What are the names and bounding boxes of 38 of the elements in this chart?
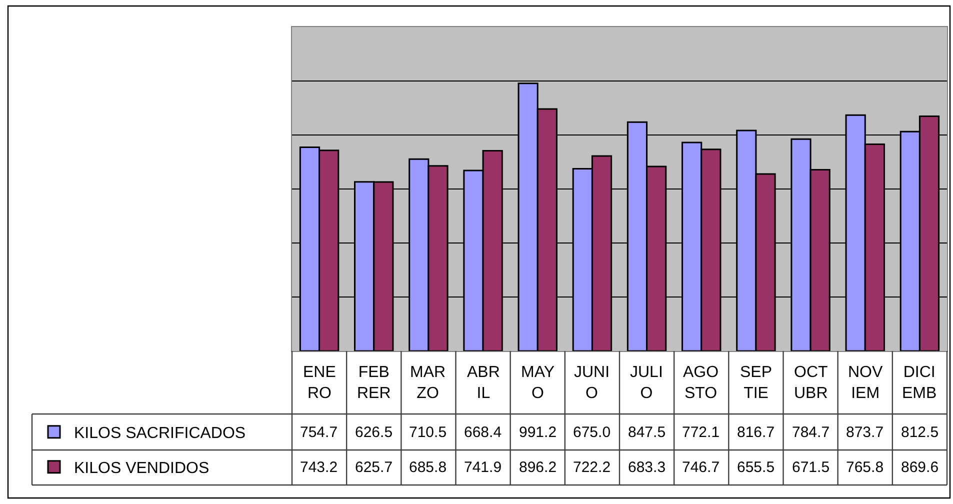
x-tick-label: NOV IEM bbox=[848, 364, 883, 402]
x-tick-label: AGO STO bbox=[683, 364, 719, 402]
x-tick-label: MAR ZO bbox=[410, 364, 446, 402]
x-tick-label: JULI O bbox=[630, 364, 663, 402]
data-label: 710.5 bbox=[409, 424, 447, 441]
data-label: 765.8 bbox=[846, 459, 884, 476]
data-label: 847.5 bbox=[628, 424, 666, 441]
data-label: 743.2 bbox=[300, 459, 338, 476]
x-tick-label: OCT UBR bbox=[794, 364, 828, 402]
legend-label: KILOS VENDIDOS bbox=[74, 460, 210, 478]
x-tick-label: ENE RO bbox=[303, 364, 336, 402]
x-tick-label: JUNI O bbox=[574, 364, 610, 402]
data-label: 668.4 bbox=[464, 424, 502, 441]
data-label: 741.9 bbox=[464, 459, 502, 476]
x-tick-label: FEB RER bbox=[357, 364, 391, 402]
x-tick-label: SEP TIE bbox=[740, 364, 772, 402]
data-label: 671.5 bbox=[792, 459, 830, 476]
data-label: 626.5 bbox=[355, 424, 393, 441]
x-tick-label: MAY O bbox=[521, 364, 555, 402]
x-tick-label: DICI EMB bbox=[902, 364, 937, 402]
data-label: 685.8 bbox=[409, 459, 447, 476]
data-label: 675.0 bbox=[573, 424, 611, 441]
data-label: 869.6 bbox=[901, 459, 939, 476]
legend-label: KILOS SACRIFICADOS bbox=[74, 425, 246, 442]
data-label: 812.5 bbox=[901, 424, 939, 441]
data-label: 655.5 bbox=[737, 459, 775, 476]
data-label: 784.7 bbox=[792, 424, 830, 441]
data-label: 816.7 bbox=[737, 424, 775, 441]
data-label: 683.3 bbox=[628, 459, 666, 476]
x-tick-label: ABR IL bbox=[467, 364, 500, 402]
data-label: 625.7 bbox=[355, 459, 393, 476]
data-label: 722.2 bbox=[573, 459, 611, 476]
data-label: 754.7 bbox=[300, 424, 338, 441]
data-label: 896.2 bbox=[519, 459, 557, 476]
data-label: 772.1 bbox=[682, 424, 720, 441]
data-label: 991.2 bbox=[519, 424, 557, 441]
data-label: 873.7 bbox=[846, 424, 884, 441]
data-label: 746.7 bbox=[682, 459, 720, 476]
